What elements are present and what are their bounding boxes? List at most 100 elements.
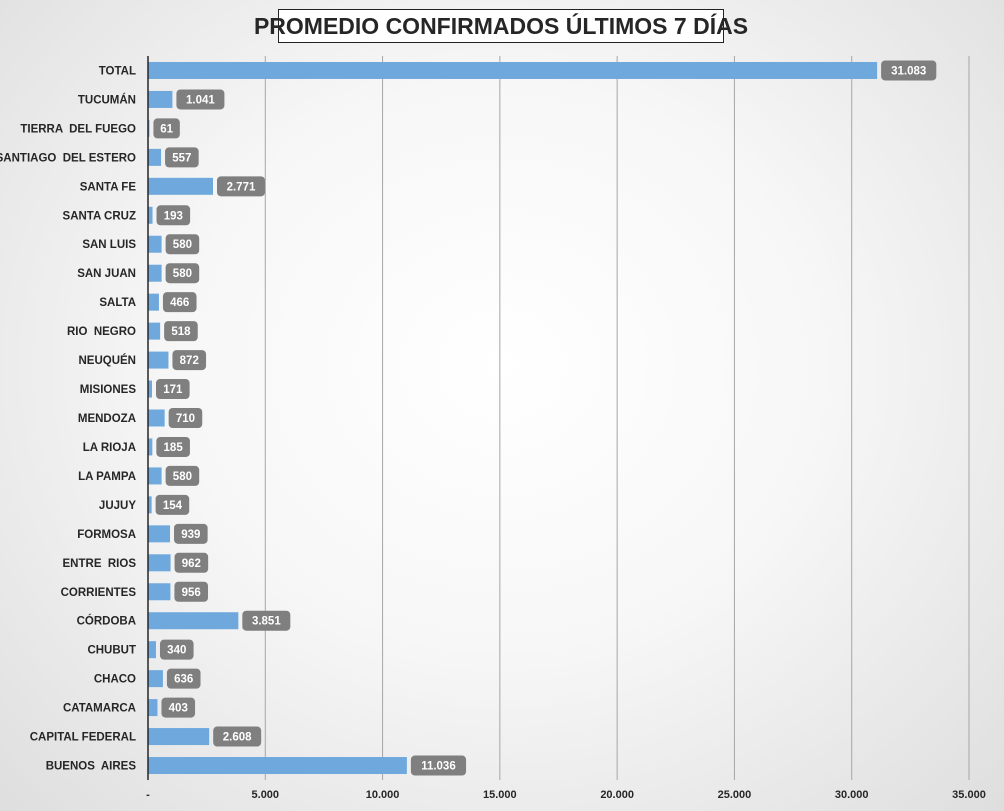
bar [148,612,239,630]
category-label: SALTA [99,297,136,309]
category-label: MISIONES [80,384,137,396]
category-label: CÓRDOBA [77,615,136,628]
data-label-box [174,552,209,573]
data-label: 939 [181,529,200,541]
category-label: NEUQUÉN [78,354,136,367]
data-label: 185 [164,442,184,454]
data-label: 1.041 [186,94,215,106]
category-label: RIO NEGRO [67,326,136,338]
category-label: LA PAMPA [78,471,136,483]
bar [148,90,173,108]
data-label-box [155,494,190,515]
data-label: 580 [173,471,192,483]
data-label-box [159,639,194,660]
data-label: 193 [164,210,183,222]
category-label: SAN LUIS [82,239,136,251]
data-label-box [166,668,201,689]
category-label: MENDOZA [78,413,136,425]
category-label: CATAMARCA [63,703,136,715]
data-label: 956 [182,587,201,599]
data-label: 154 [163,500,183,512]
data-label-box [165,263,200,284]
bar [148,728,210,746]
grid-layer [264,56,970,780]
x-tick-label: 15.000 [483,789,517,801]
data-label: 710 [176,413,195,425]
data-label-box [881,60,937,81]
bar [148,757,407,775]
category-label: TOTAL [99,65,136,77]
category-label: LA RIOJA [83,442,136,454]
data-label-box [153,118,180,139]
data-label-box [176,89,225,110]
category-label: BUENOS AIRES [46,761,137,773]
bar [148,235,162,253]
bar [148,496,152,514]
data-label-box [165,147,199,168]
data-label: 557 [172,152,191,164]
data-label-box [165,234,200,255]
bar [148,61,878,79]
data-label-box [164,321,198,342]
bar [148,206,153,224]
bar [148,583,171,601]
bar [148,467,162,485]
data-label: 962 [182,558,201,570]
bar [148,293,159,311]
bar [148,264,162,282]
category-label: TIERRA DEL FUEGO [20,123,136,135]
data-label: 518 [171,326,191,338]
axis-layer: - 5.000 10.000 15.000 20.000 25.000 30.000 35.0… [0,56,986,801]
data-label-box [216,176,265,197]
category-label: CAPITAL FEDERAL [30,732,136,744]
category-label: JUJUY [99,500,136,512]
bar [148,177,213,195]
bar [148,670,163,688]
data-label: 580 [173,239,192,251]
data-label-box [156,436,190,457]
category-label: SAN JUAN [77,268,136,280]
category-label: CORRIENTES [61,587,137,599]
data-label: 3.851 [252,616,281,628]
data-label: 2.771 [227,181,256,193]
data-label-box [156,205,191,226]
data-label-box [172,350,207,371]
category-label: TUCUMÁN [78,93,136,106]
bar [148,148,162,166]
data-label: 61 [160,123,173,135]
data-label: 31.083 [891,65,926,77]
data-label: 11.036 [421,761,456,773]
bar [148,351,169,369]
data-label: 466 [170,297,189,309]
bar [148,699,158,717]
bar [148,380,153,398]
data-label-box [410,755,467,776]
bar [148,409,165,427]
category-label: SANTIAGO DEL ESTERO [0,152,136,164]
labels-layer: 31.083 1.041 61 557 2.771 193 580 580 466 518 872 1… [153,60,937,776]
bar [148,525,171,543]
category-label: ENTRE RIOS [63,558,137,570]
x-tick-label: 25.000 [718,789,752,801]
x-tick-label: - [146,789,150,801]
x-tick-label: 30.000 [835,789,869,801]
bar [148,322,161,340]
bars-layer [148,61,878,775]
data-label-box [168,408,203,428]
category-label: SANTA CRUZ [63,210,136,222]
data-label-box [161,697,196,718]
data-label: 171 [163,384,183,396]
x-tick-label: 5.000 [252,789,280,801]
category-label: FORMOSA [77,529,136,541]
data-label-box [174,523,208,544]
data-label-box [165,465,200,486]
bar [148,438,153,456]
x-tick-label: 10.000 [366,789,400,801]
data-label-box [162,292,197,313]
data-label-box [174,581,209,602]
data-label: 403 [169,703,188,715]
data-label: 2.608 [223,732,252,744]
category-label: CHUBUT [87,645,136,657]
x-tick-label: 35.000 [952,789,986,801]
